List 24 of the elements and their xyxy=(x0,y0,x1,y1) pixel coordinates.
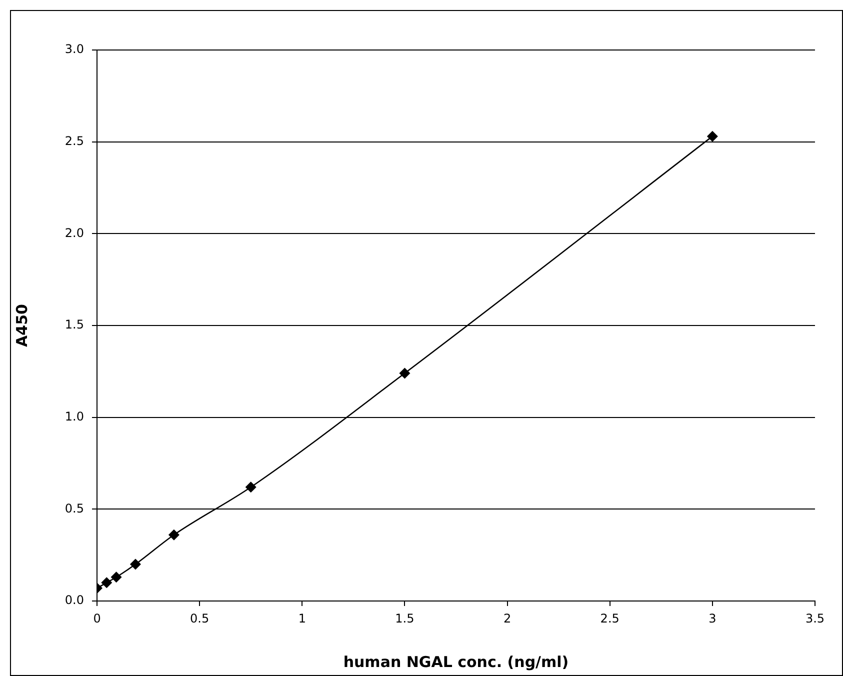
x-axis-title: human NGAL conc. (ng/ml) xyxy=(343,652,569,671)
point xyxy=(245,482,256,493)
point xyxy=(101,577,112,588)
point xyxy=(168,529,180,540)
y-tick-label: 2.5 xyxy=(64,134,84,148)
x-tick-label: 3.5 xyxy=(805,611,825,626)
x-tick-label: 1.5 xyxy=(395,611,414,626)
x-tick-label: 1 xyxy=(298,611,306,626)
x-tick-label: 2.5 xyxy=(600,611,620,626)
y-tick-label: 2.0 xyxy=(64,226,84,240)
point xyxy=(706,130,718,142)
y-axis-title: A450 xyxy=(12,304,31,347)
y-tick-label: 0.0 xyxy=(64,593,84,608)
x-tick-label: 0 xyxy=(93,611,101,626)
x-tick-label: 0.5 xyxy=(190,611,210,626)
y-tick-label: 1.5 xyxy=(64,318,84,332)
y-tick-label: 0.5 xyxy=(64,501,84,516)
y-tick-label: 1.0 xyxy=(64,409,84,424)
x-tick-label: 3 xyxy=(708,611,716,626)
point xyxy=(110,572,122,583)
x-tick-label: 2 xyxy=(503,611,512,626)
point xyxy=(130,558,141,570)
y-tick-label: 3.0 xyxy=(64,42,84,56)
point xyxy=(399,368,410,379)
